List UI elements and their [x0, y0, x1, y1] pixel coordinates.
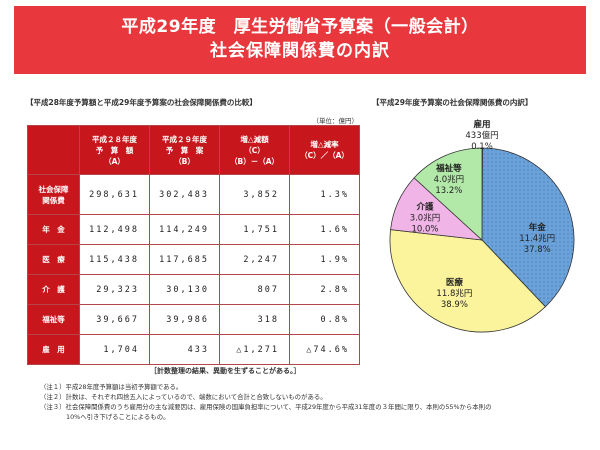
cell-b: 114,249: [149, 214, 220, 245]
table-row-nursing-care: 介 護 29,323 30,130 807 2.8%: [27, 274, 360, 305]
header-corner: [27, 125, 80, 175]
row-label: 介 護: [27, 274, 80, 305]
pie-label-0-0: 年金: [529, 222, 547, 233]
cell-d: 0.8%: [289, 304, 360, 335]
cell-b: 117,685: [149, 244, 220, 275]
cell-b: 433: [149, 334, 220, 365]
header-line: 予 算 案: [165, 145, 204, 155]
title-line-1: 平成29年度 厚生労働省予算案（一般会計）: [121, 17, 479, 37]
cell-b: 302,483: [149, 174, 220, 215]
cell-c: 807: [219, 274, 290, 305]
table-row-employment: 雇 用 1,704 433 △1,271 △74.6%: [27, 334, 360, 365]
table-row-pension: 年 金 112,498 114,249 1,751 1.6%: [27, 214, 360, 245]
row-label: 医 療: [27, 244, 80, 275]
title-banner: 平成29年度 厚生労働省予算案（一般会計） 社会保障関係費の内訳: [14, 6, 586, 74]
header-line: （C）／（A）: [300, 151, 349, 160]
cell-a: 29,323: [79, 274, 150, 305]
cell-d: 1.9%: [289, 244, 360, 275]
table-row-social-security-total: 社会保障 関係費 298,631 302,483 3,852 1.3%: [27, 174, 360, 215]
cell-b: 30,130: [149, 274, 220, 305]
header-line: 増△減率: [310, 140, 339, 149]
pie-label-2-0: 介護: [415, 202, 434, 213]
note-3: （注３）社会保障関係費のうち雇用分の主な減要因は、雇用保険の国庫負担率について、…: [40, 403, 492, 411]
cell-c: 3,852: [219, 174, 290, 215]
pie-label-1-2: 38.9%: [441, 300, 468, 310]
cell-d: △74.6%: [289, 334, 360, 365]
pie-label-4-0: 雇用: [472, 119, 490, 130]
note-1: （注１）平成28年度予算額は当初予算額である。: [40, 383, 183, 391]
pie-slice-texture: [482, 148, 574, 307]
pie-label-3-2: 13.2%: [435, 186, 462, 196]
cell-a: 39,667: [79, 304, 150, 335]
header-line: （B）: [174, 156, 195, 166]
pie-label-0-1: 11.4兆円: [519, 233, 555, 244]
row-label: 社会保障 関係費: [27, 174, 80, 215]
budget-comparison-table: 平成２８年度 予 算 額 （A） 平成２９年度 予 算 案 （B） 増△減額 （…: [27, 125, 360, 365]
table-row-medical: 医 療 115,438 117,685 2,247 1.9%: [27, 244, 360, 275]
pie-label-3-1: 4.0兆円: [434, 174, 465, 185]
note-2: （注２）計数は、それぞれ四捨五入によっているので、端数において合計と合致しないも…: [40, 393, 327, 401]
table-row-welfare: 福祉等 39,667 39,986 318 0.8%: [27, 304, 360, 335]
pie-label-3-0: 福祉等: [435, 163, 462, 174]
table-heading: 【平成28年度予算額と平成29年度予算案の社会保障関係費の比較】: [26, 98, 257, 107]
cell-d: 2.8%: [289, 274, 360, 305]
pie-label-2-2: 10.0%: [411, 225, 438, 235]
header-col-b: 平成２９年度 予 算 案 （B）: [149, 125, 220, 175]
cell-a: 298,631: [79, 174, 150, 215]
cell-a: 115,438: [79, 244, 150, 275]
pie-chart-title: 【平成29年度予算案の社会保障関係費の内訳】: [372, 98, 533, 107]
row-label: 年 金: [27, 214, 80, 245]
cell-c: △1,271: [219, 334, 290, 365]
cell-d: 1.6%: [289, 214, 360, 245]
cell-c: 1,751: [219, 214, 290, 245]
row-label-line: 関係費: [42, 195, 65, 205]
header-line: （B）－（A）: [229, 156, 280, 166]
header-line: （A）: [104, 156, 125, 166]
cell-c: 318: [219, 304, 290, 335]
cell-c: 2,247: [219, 244, 290, 275]
notes: （注１）平成28年度予算額は当初予算額である。 （注２）計数は、それぞれ四捨五入…: [40, 382, 585, 422]
table-footnote: ［計数整理の結果、異動を生ずることがある。］: [150, 367, 301, 375]
header-col-a: 平成２８年度 予 算 額 （A）: [79, 125, 150, 175]
row-label: 雇 用: [27, 334, 80, 365]
cell-d: 1.3%: [289, 174, 360, 215]
pie-label-0-2: 37.8%: [524, 245, 551, 255]
table-header-row: 平成２８年度 予 算 額 （A） 平成２９年度 予 算 案 （B） 増△減額 （…: [27, 125, 360, 175]
header-col-d: 増△減率 （C）／（A）: [289, 125, 360, 175]
header-col-c: 増△減額 （C） （B）－（A）: [219, 125, 290, 175]
header-line: 増△減額: [240, 134, 269, 144]
pie-slice-3: [413, 147, 483, 241]
header-line: （C）: [244, 145, 265, 155]
header-line: 予 算 額: [95, 145, 134, 155]
title-line-2: 社会保障関係費の内訳: [210, 41, 390, 61]
note-3-continued: 10%へ引き下げることによるもの。: [66, 413, 170, 421]
row-label-line: 社会保障: [38, 184, 69, 194]
header-line: 平成２９年度: [162, 134, 207, 144]
pie-label-4-2: 0.1%: [471, 142, 493, 152]
header-line: 平成２８年度: [92, 134, 137, 144]
pie-label-1-1: 11.8兆円: [436, 288, 472, 299]
cell-a: 1,704: [79, 334, 150, 365]
cell-a: 112,498: [79, 214, 150, 245]
pie-slice-1: [389, 229, 546, 333]
unit-note: （単位：億円）: [312, 117, 359, 125]
row-label: 福祉等: [27, 304, 80, 335]
pie-label-1-0: 医療: [446, 277, 464, 288]
pie-label-4-1: 433億円: [465, 130, 498, 141]
pie-label-2-1: 3.0兆円: [410, 213, 441, 224]
cell-b: 39,986: [149, 304, 220, 335]
